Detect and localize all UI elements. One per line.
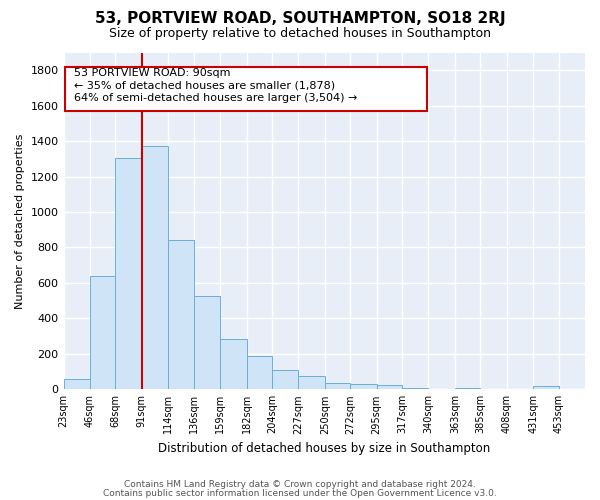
Bar: [168, 240, 194, 390]
Text: Contains HM Land Registry data © Crown copyright and database right 2024.: Contains HM Land Registry data © Crown c…: [124, 480, 476, 489]
Text: Contains public sector information licensed under the Open Government Licence v3: Contains public sector information licen…: [103, 488, 497, 498]
Y-axis label: Number of detached properties: Number of detached properties: [15, 133, 25, 308]
Bar: [350, 384, 377, 390]
Bar: [115, 158, 142, 390]
Text: ← 35% of detached houses are smaller (1,878): ← 35% of detached houses are smaller (1,…: [74, 81, 335, 91]
Bar: [65, 66, 427, 111]
Bar: [272, 370, 298, 390]
Bar: [533, 386, 559, 390]
Text: 53, PORTVIEW ROAD, SOUTHAMPTON, SO18 2RJ: 53, PORTVIEW ROAD, SOUTHAMPTON, SO18 2RJ: [95, 11, 505, 26]
Bar: [377, 386, 402, 390]
Bar: [247, 356, 272, 390]
X-axis label: Distribution of detached houses by size in Southampton: Distribution of detached houses by size …: [158, 442, 490, 455]
Bar: [455, 388, 480, 390]
Bar: [298, 376, 325, 390]
Bar: [325, 382, 350, 390]
Bar: [402, 388, 428, 390]
Text: 53 PORTVIEW ROAD: 90sqm: 53 PORTVIEW ROAD: 90sqm: [74, 68, 230, 78]
Bar: [142, 146, 168, 390]
Bar: [194, 296, 220, 390]
Text: 64% of semi-detached houses are larger (3,504) →: 64% of semi-detached houses are larger (…: [74, 94, 357, 104]
Bar: [64, 378, 90, 390]
Text: Size of property relative to detached houses in Southampton: Size of property relative to detached ho…: [109, 28, 491, 40]
Bar: [220, 339, 247, 390]
Bar: [90, 276, 115, 390]
